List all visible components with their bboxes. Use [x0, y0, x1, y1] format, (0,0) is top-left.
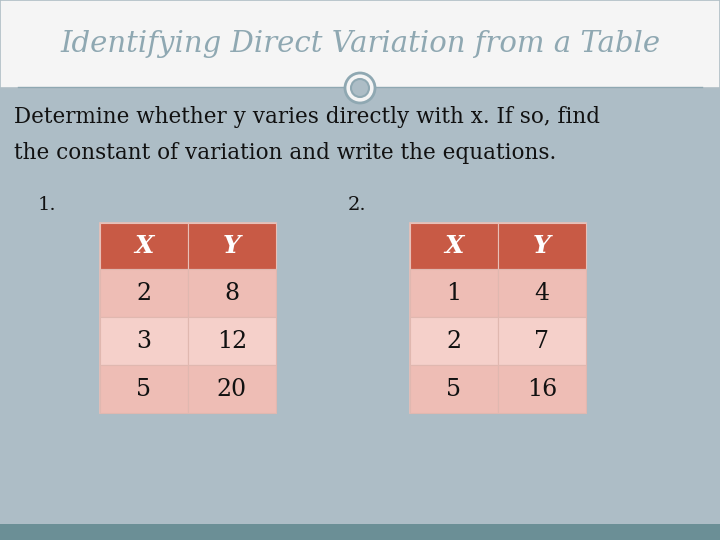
- Text: Determine whether y varies directly with x. If so, find: Determine whether y varies directly with…: [14, 106, 600, 128]
- Text: 1: 1: [446, 281, 462, 305]
- FancyBboxPatch shape: [0, 88, 720, 540]
- Circle shape: [351, 79, 369, 97]
- Text: 12: 12: [217, 329, 247, 353]
- FancyBboxPatch shape: [100, 365, 188, 413]
- FancyBboxPatch shape: [410, 223, 498, 269]
- Text: 2: 2: [446, 329, 462, 353]
- FancyBboxPatch shape: [0, 524, 720, 540]
- Text: 2.: 2.: [348, 196, 366, 214]
- Text: the constant of variation and write the equations.: the constant of variation and write the …: [14, 142, 557, 164]
- Text: Y: Y: [223, 234, 241, 258]
- Text: 7: 7: [534, 329, 549, 353]
- FancyBboxPatch shape: [498, 365, 586, 413]
- Text: 2: 2: [136, 281, 152, 305]
- Text: Identifying Direct Variation from a Table: Identifying Direct Variation from a Tabl…: [60, 30, 660, 58]
- FancyBboxPatch shape: [100, 269, 188, 317]
- FancyBboxPatch shape: [100, 223, 188, 269]
- FancyBboxPatch shape: [0, 0, 720, 88]
- Text: X: X: [135, 234, 153, 258]
- Text: 1.: 1.: [38, 196, 57, 214]
- Text: 5: 5: [137, 377, 151, 401]
- FancyBboxPatch shape: [410, 365, 498, 413]
- FancyBboxPatch shape: [188, 269, 276, 317]
- Circle shape: [345, 73, 375, 103]
- FancyBboxPatch shape: [188, 317, 276, 365]
- Text: Y: Y: [533, 234, 551, 258]
- Text: 16: 16: [527, 377, 557, 401]
- Text: 3: 3: [137, 329, 151, 353]
- FancyBboxPatch shape: [410, 269, 498, 317]
- FancyBboxPatch shape: [188, 365, 276, 413]
- Text: 4: 4: [534, 281, 549, 305]
- Text: 20: 20: [217, 377, 247, 401]
- Text: 8: 8: [225, 281, 240, 305]
- Text: 5: 5: [446, 377, 462, 401]
- FancyBboxPatch shape: [188, 223, 276, 269]
- FancyBboxPatch shape: [410, 317, 498, 365]
- Text: X: X: [444, 234, 464, 258]
- FancyBboxPatch shape: [498, 223, 586, 269]
- FancyBboxPatch shape: [498, 269, 586, 317]
- FancyBboxPatch shape: [498, 317, 586, 365]
- FancyBboxPatch shape: [100, 317, 188, 365]
